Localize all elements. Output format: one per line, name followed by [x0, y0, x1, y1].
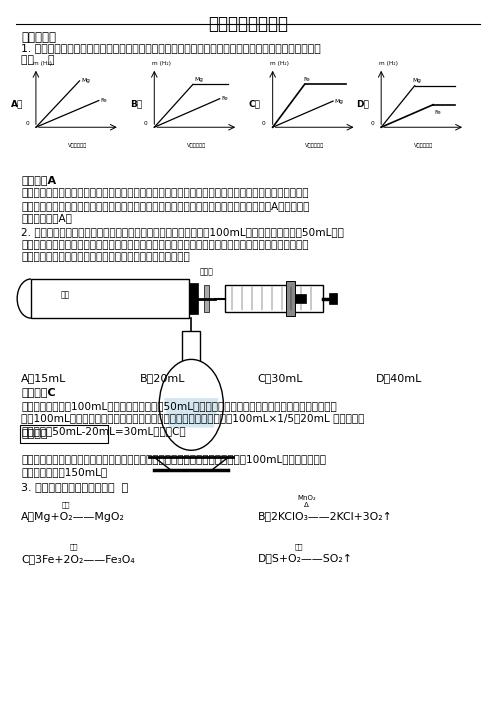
- Text: 0: 0: [371, 121, 374, 126]
- Text: 【答案】A: 【答案】A: [21, 175, 56, 185]
- Text: D．40mL: D．40mL: [376, 373, 423, 383]
- Text: 一、选择题: 一、选择题: [21, 31, 56, 44]
- Text: 点燃: 点燃: [62, 501, 70, 508]
- Text: m (H₂): m (H₂): [152, 60, 171, 66]
- Text: Mg: Mg: [334, 98, 343, 104]
- Text: B．2KClO₃——2KCl+3O₂↑: B．2KClO₃——2KCl+3O₂↑: [258, 512, 393, 522]
- Text: 点燃: 点燃: [295, 543, 303, 550]
- Text: 积为100mL，实验结束后试管内的氧气被完全耗尽，消耗氧气的体积为100mL×1/5＝20mL ，则注射器: 积为100mL，实验结束后试管内的氧气被完全耗尽，消耗氧气的体积为100mL×1…: [21, 413, 365, 423]
- Text: B．: B．: [130, 99, 142, 108]
- Text: 本题要注意区分的一个细节是实验前是否夹紧弹簧夹，当夹紧弹簧夹，空气体积为100mL，没有夹紧弹簧: 本题要注意区分的一个细节是实验前是否夹紧弹簧夹，当夹紧弹簧夹，空气体积为100m…: [21, 454, 326, 465]
- Bar: [225, 285, 323, 312]
- Text: Mg: Mg: [81, 79, 90, 84]
- Text: 【解析】试管容限100mL，注射器活塞抽拉至50mL，该装置气密性良好，实验前夹紧弹簧夹，空气总体: 【解析】试管容限100mL，注射器活塞抽拉至50mL，该装置气密性良好，实验前夹…: [21, 401, 337, 411]
- Text: V（稀盐酸）: V（稀盐酸）: [305, 143, 324, 147]
- Text: 红磷: 红磷: [61, 291, 70, 300]
- Text: 活塞停留在50mL-20mL=30mL，故选C。: 活塞停留在50mL-20mL=30mL，故选C。: [21, 426, 186, 436]
- Text: C．3Fe+2O₂——Fe₃O₄: C．3Fe+2O₂——Fe₃O₄: [21, 554, 135, 564]
- Text: 1. 用相同质量的镁和铁分别与稀盐酸反应，横坐标表示加入盐酸的体积，则生成氢气的质量符合实际的: 1. 用相同质量的镁和铁分别与稀盐酸反应，横坐标表示加入盐酸的体积，则生成氢气的…: [21, 43, 321, 53]
- Text: 中考化学模拟试卷: 中考化学模拟试卷: [208, 15, 288, 34]
- Text: Fe: Fe: [434, 110, 441, 115]
- Text: A．Mg+O₂——MgO₂: A．Mg+O₂——MgO₂: [21, 512, 125, 522]
- Text: 上要求，故选A。: 上要求，故选A。: [21, 213, 72, 223]
- Text: 0: 0: [262, 121, 266, 126]
- Text: 曲线越陡。相同质量的镁和铁分别和足量的稀硫酸反应，镁产生的氢气量多，观察反应图象A图象符合以: 曲线越陡。相同质量的镁和铁分别和足量的稀硫酸反应，镁产生的氢气量多，观察反应图象…: [21, 201, 310, 211]
- Text: V（稀盐酸）: V（稀盐酸）: [186, 143, 206, 147]
- Text: m (H₂): m (H₂): [379, 60, 398, 66]
- Circle shape: [159, 359, 223, 450]
- Text: D．: D．: [356, 99, 369, 108]
- Text: A．: A．: [11, 99, 24, 108]
- Text: 2. 下图是某同学设计的测定空气中氧气含量的实验装置（试管容限100mL，注射器活塞抽拉至50mL），: 2. 下图是某同学设计的测定空气中氧气含量的实验装置（试管容限100mL，注射器…: [21, 227, 344, 237]
- Bar: [329, 293, 337, 304]
- Text: 弹簧夹: 弹簧夹: [199, 267, 213, 276]
- Polygon shape: [164, 398, 219, 428]
- Text: m (H₂): m (H₂): [270, 60, 289, 66]
- Text: A．15mL: A．15mL: [21, 373, 66, 383]
- Text: 【点睛】: 【点睛】: [21, 429, 48, 439]
- Text: Fe: Fe: [303, 77, 310, 82]
- Text: MnO₂
Δ: MnO₂ Δ: [297, 495, 316, 508]
- FancyBboxPatch shape: [31, 279, 189, 318]
- Text: 【解析】根据金属活动性顺序的意义，金属的位置越靠前，与酸反应生成氢气的速度越快，在坐标中表现: 【解析】根据金属活动性顺序的意义，金属的位置越靠前，与酸反应生成氢气的速度越快，…: [21, 188, 309, 198]
- Text: m (H₂): m (H₂): [33, 60, 53, 66]
- Text: 【答案】C: 【答案】C: [21, 388, 56, 397]
- FancyBboxPatch shape: [20, 425, 109, 443]
- Text: 是（    ）: 是（ ）: [21, 55, 55, 65]
- Bar: [286, 281, 295, 316]
- Bar: [189, 283, 198, 314]
- Text: V（稀盐酸）: V（稀盐酸）: [68, 143, 87, 147]
- Text: D．S+O₂——SO₂↑: D．S+O₂——SO₂↑: [258, 554, 353, 564]
- Bar: [295, 294, 306, 303]
- Text: B．20mL: B．20mL: [139, 373, 185, 383]
- Text: 3. 下列化学方程式正确的是（  ）: 3. 下列化学方程式正确的是（ ）: [21, 482, 128, 493]
- Text: V（稀盐酸）: V（稀盐酸）: [414, 143, 433, 147]
- Text: Fe: Fe: [221, 96, 228, 101]
- Text: Fe: Fe: [101, 98, 108, 103]
- Text: 点燃: 点燃: [69, 543, 78, 550]
- Text: Mg: Mg: [194, 77, 203, 82]
- Text: 却至室温后打开弹簧夹，注射器的活塞大约停留在多少毫升处: 却至室温后打开弹簧夹，注射器的活塞大约停留在多少毫升处: [21, 253, 190, 263]
- Bar: [204, 285, 208, 312]
- Text: 夹，空气体积为150mL。: 夹，空气体积为150mL。: [21, 467, 107, 477]
- Bar: [183, 331, 200, 364]
- Text: Mg: Mg: [412, 78, 421, 83]
- Text: 该装置气密性良好，实验前夹紧弹簧夹，实验结束后试管内的氧气被完全耗尽（导管内的气体忽略），冷: 该装置气密性良好，实验前夹紧弹簧夹，实验结束后试管内的氧气被完全耗尽（导管内的气…: [21, 240, 309, 250]
- Text: 0: 0: [25, 121, 29, 126]
- Text: C．30mL: C．30mL: [258, 373, 304, 383]
- Text: C．: C．: [248, 99, 260, 108]
- Text: 0: 0: [143, 121, 147, 126]
